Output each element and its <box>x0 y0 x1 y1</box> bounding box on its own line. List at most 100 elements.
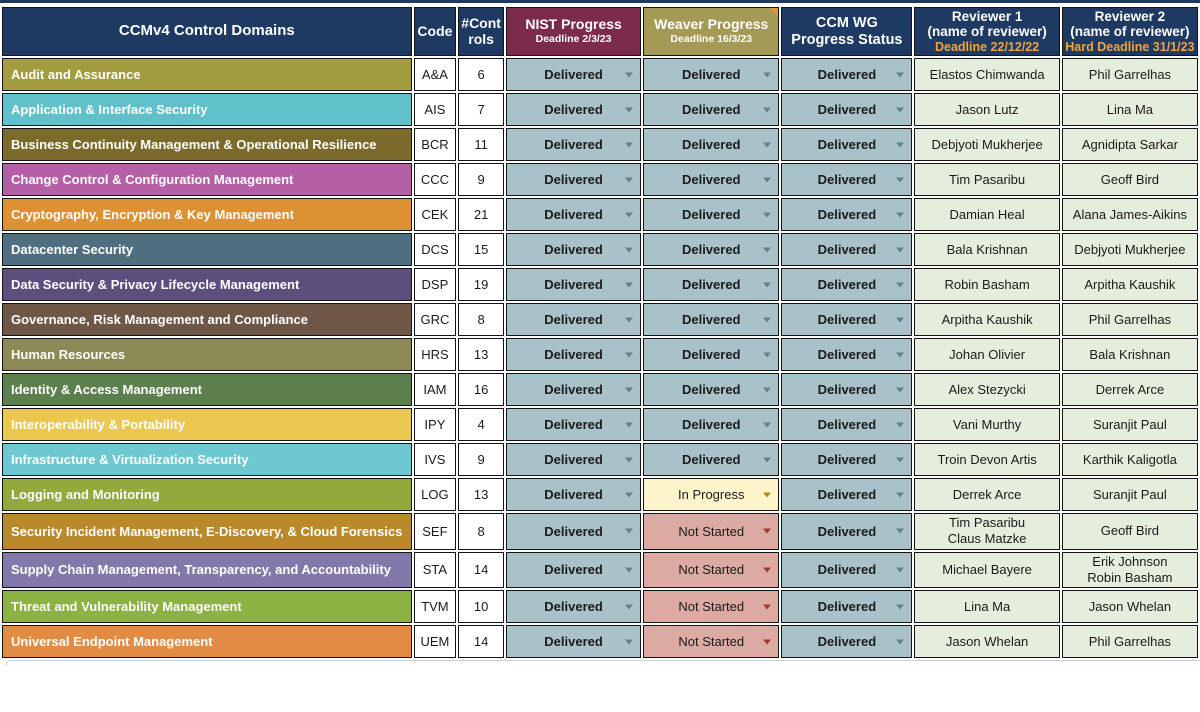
dropdown-arrow-icon[interactable] <box>763 282 772 288</box>
dropdown-arrow-icon[interactable] <box>625 317 634 323</box>
ccm-wg-status-dropdown[interactable]: Delivered <box>781 198 913 232</box>
ccm-wg-status-dropdown[interactable]: Delivered <box>781 233 913 267</box>
dropdown-arrow-icon[interactable] <box>763 457 772 463</box>
ccm-wg-status-dropdown[interactable]: Delivered <box>781 163 913 197</box>
ccm-wg-status-dropdown[interactable]: Delivered <box>781 303 913 337</box>
dropdown-arrow-icon[interactable] <box>896 492 905 498</box>
nist-status-dropdown[interactable]: Delivered <box>505 233 642 267</box>
dropdown-arrow-icon[interactable] <box>763 352 772 358</box>
ccm-wg-status-dropdown[interactable]: Delivered <box>781 338 913 372</box>
dropdown-arrow-icon[interactable] <box>763 567 772 573</box>
dropdown-arrow-icon[interactable] <box>896 604 905 610</box>
dropdown-arrow-icon[interactable] <box>625 107 634 113</box>
weaver-status-dropdown[interactable]: Delivered <box>643 93 780 127</box>
dropdown-arrow-icon[interactable] <box>763 604 772 610</box>
nist-status-dropdown[interactable]: Delivered <box>505 443 642 477</box>
nist-status-dropdown[interactable]: Delivered <box>505 338 642 372</box>
ccm-wg-status-dropdown[interactable]: Delivered <box>781 128 913 162</box>
weaver-status-dropdown[interactable]: Delivered <box>643 233 780 267</box>
nist-status-dropdown[interactable]: Delivered <box>505 625 642 659</box>
dropdown-arrow-icon[interactable] <box>763 72 772 78</box>
ccm-wg-status-dropdown[interactable]: Delivered <box>781 268 913 302</box>
dropdown-arrow-icon[interactable] <box>896 317 905 323</box>
weaver-status-dropdown[interactable]: Delivered <box>643 443 780 477</box>
ccm-wg-status-dropdown[interactable]: Delivered <box>781 58 913 92</box>
dropdown-arrow-icon[interactable] <box>896 422 905 428</box>
dropdown-arrow-icon[interactable] <box>625 639 634 645</box>
ccm-wg-status-dropdown[interactable]: Delivered <box>781 478 913 512</box>
weaver-status-dropdown[interactable]: Delivered <box>643 303 780 337</box>
nist-status-dropdown[interactable]: Delivered <box>505 590 642 624</box>
weaver-status-dropdown[interactable]: Not Started <box>643 590 780 624</box>
dropdown-arrow-icon[interactable] <box>625 247 634 253</box>
weaver-status-dropdown[interactable]: Delivered <box>643 198 780 232</box>
dropdown-arrow-icon[interactable] <box>763 247 772 253</box>
weaver-status-dropdown[interactable]: Not Started <box>643 551 780 589</box>
nist-status-dropdown[interactable]: Delivered <box>505 163 642 197</box>
nist-status-dropdown[interactable]: Delivered <box>505 128 642 162</box>
ccm-wg-status-dropdown[interactable]: Delivered <box>781 551 913 589</box>
dropdown-arrow-icon[interactable] <box>625 177 634 183</box>
dropdown-arrow-icon[interactable] <box>625 422 634 428</box>
dropdown-arrow-icon[interactable] <box>763 387 772 393</box>
nist-status-dropdown[interactable]: Delivered <box>505 268 642 302</box>
dropdown-arrow-icon[interactable] <box>896 72 905 78</box>
dropdown-arrow-icon[interactable] <box>763 107 772 113</box>
weaver-status-dropdown[interactable]: Delivered <box>643 373 780 407</box>
dropdown-arrow-icon[interactable] <box>763 317 772 323</box>
nist-status-dropdown[interactable]: Delivered <box>505 93 642 127</box>
dropdown-arrow-icon[interactable] <box>896 177 905 183</box>
weaver-status-dropdown[interactable]: Delivered <box>643 408 780 442</box>
ccm-wg-status-dropdown[interactable]: Delivered <box>781 625 913 659</box>
weaver-status-dropdown[interactable]: Not Started <box>643 625 780 659</box>
dropdown-arrow-icon[interactable] <box>625 212 634 218</box>
ccm-wg-status-dropdown[interactable]: Delivered <box>781 590 913 624</box>
dropdown-arrow-icon[interactable] <box>896 457 905 463</box>
dropdown-arrow-icon[interactable] <box>763 212 772 218</box>
nist-status-dropdown[interactable]: Delivered <box>505 58 642 92</box>
dropdown-arrow-icon[interactable] <box>625 567 634 573</box>
dropdown-arrow-icon[interactable] <box>896 107 905 113</box>
dropdown-arrow-icon[interactable] <box>625 282 634 288</box>
nist-status-dropdown[interactable]: Delivered <box>505 551 642 589</box>
dropdown-arrow-icon[interactable] <box>625 528 634 534</box>
weaver-status-dropdown[interactable]: Delivered <box>643 163 780 197</box>
dropdown-arrow-icon[interactable] <box>763 528 772 534</box>
ccm-wg-status-dropdown[interactable]: Delivered <box>781 513 913 550</box>
dropdown-arrow-icon[interactable] <box>763 492 772 498</box>
weaver-status-dropdown[interactable]: Not Started <box>643 513 780 550</box>
nist-status-dropdown[interactable]: Delivered <box>505 478 642 512</box>
dropdown-arrow-icon[interactable] <box>896 282 905 288</box>
dropdown-arrow-icon[interactable] <box>625 457 634 463</box>
dropdown-arrow-icon[interactable] <box>896 247 905 253</box>
dropdown-arrow-icon[interactable] <box>625 142 634 148</box>
dropdown-arrow-icon[interactable] <box>896 387 905 393</box>
weaver-status-dropdown[interactable]: Delivered <box>643 268 780 302</box>
ccm-wg-status-dropdown[interactable]: Delivered <box>781 93 913 127</box>
ccm-wg-status-dropdown[interactable]: Delivered <box>781 408 913 442</box>
dropdown-arrow-icon[interactable] <box>625 387 634 393</box>
weaver-status-dropdown[interactable]: Delivered <box>643 128 780 162</box>
dropdown-arrow-icon[interactable] <box>763 177 772 183</box>
dropdown-arrow-icon[interactable] <box>763 142 772 148</box>
weaver-status-dropdown[interactable]: Delivered <box>643 338 780 372</box>
dropdown-arrow-icon[interactable] <box>896 142 905 148</box>
dropdown-arrow-icon[interactable] <box>625 72 634 78</box>
dropdown-arrow-icon[interactable] <box>896 212 905 218</box>
nist-status-dropdown[interactable]: Delivered <box>505 303 642 337</box>
ccm-wg-status-dropdown[interactable]: Delivered <box>781 373 913 407</box>
dropdown-arrow-icon[interactable] <box>896 352 905 358</box>
dropdown-arrow-icon[interactable] <box>763 639 772 645</box>
dropdown-arrow-icon[interactable] <box>896 639 905 645</box>
nist-status-dropdown[interactable]: Delivered <box>505 513 642 550</box>
dropdown-arrow-icon[interactable] <box>763 422 772 428</box>
dropdown-arrow-icon[interactable] <box>896 528 905 534</box>
dropdown-arrow-icon[interactable] <box>625 604 634 610</box>
nist-status-dropdown[interactable]: Delivered <box>505 408 642 442</box>
dropdown-arrow-icon[interactable] <box>625 352 634 358</box>
weaver-status-dropdown[interactable]: Delivered <box>643 58 780 92</box>
nist-status-dropdown[interactable]: Delivered <box>505 198 642 232</box>
nist-status-dropdown[interactable]: Delivered <box>505 373 642 407</box>
weaver-status-dropdown[interactable]: In Progress <box>643 478 780 512</box>
ccm-wg-status-dropdown[interactable]: Delivered <box>781 443 913 477</box>
